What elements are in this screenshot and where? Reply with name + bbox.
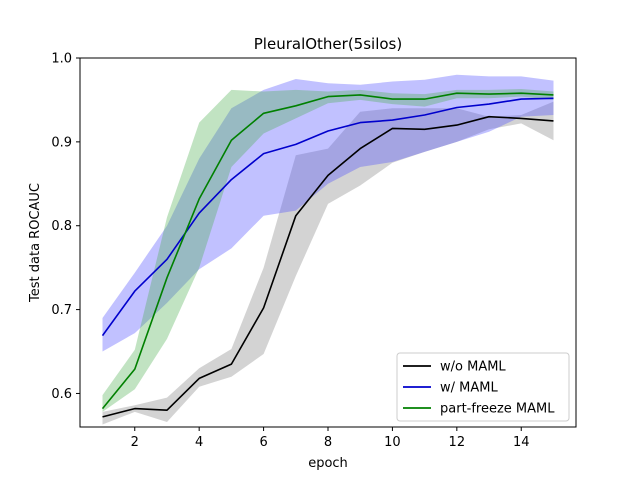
y-axis-label: Test data ROCAUC: [28, 183, 43, 303]
y-axis-ticks: 0.6 0.7 0.8 0.9 1.0: [51, 52, 80, 402]
y-tick-label: 0.9: [51, 135, 72, 150]
legend: w/o MAML w/ MAML part-freeze MAML: [396, 352, 570, 422]
series-line-1: [102, 115, 554, 418]
legend-label-series-3: part-freeze MAML: [440, 402, 555, 417]
x-tick-label: 8: [324, 435, 332, 450]
x-tick-label: 6: [259, 435, 267, 450]
y-tick-label: 0.8: [51, 219, 72, 234]
confidence-band-series-1: [102, 101, 554, 425]
y-tick-label: 1.0: [51, 52, 72, 67]
x-tick-label: 4: [195, 435, 203, 450]
series-line-3: [101, 92, 554, 410]
legend-box: [396, 352, 570, 422]
y-tick-label: 0.7: [51, 303, 72, 318]
chart-title: PleuralOther(5silos): [254, 35, 402, 53]
confidence-band-series-2: [102, 74, 554, 352]
y-tick-label: 0.6: [51, 387, 72, 402]
series-line-2: [101, 97, 554, 337]
x-tick-label: 10: [384, 435, 401, 450]
legend-label-series-1: w/o MAML: [440, 360, 506, 375]
x-tick-label: 12: [449, 435, 466, 450]
series-lines: [101, 92, 554, 418]
x-tick-label: 14: [513, 435, 530, 450]
x-axis-ticks: 2 4 6 8 10 12 14: [131, 427, 530, 450]
x-tick-label: 2: [131, 435, 139, 450]
x-axis-label: epoch: [308, 456, 348, 471]
legend-label-series-2: w/ MAML: [440, 381, 498, 396]
